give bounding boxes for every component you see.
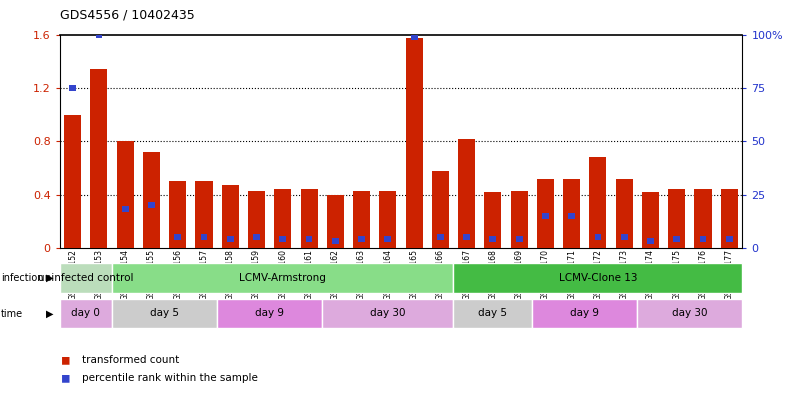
Bar [726, 236, 733, 242]
Bar [195, 181, 213, 248]
Text: ▶: ▶ [46, 273, 53, 283]
Bar [380, 191, 396, 248]
Text: day 9: day 9 [570, 309, 599, 318]
Bar [621, 234, 627, 240]
Bar [201, 234, 207, 240]
Bar [91, 68, 107, 248]
Bar [148, 202, 155, 208]
Text: percentile rank within the sample: percentile rank within the sample [82, 373, 258, 383]
Bar [569, 213, 575, 219]
Text: time: time [1, 309, 23, 319]
Bar [563, 178, 580, 248]
Bar [143, 152, 160, 248]
Text: uninfected control: uninfected control [38, 273, 133, 283]
Bar [60, 263, 112, 293]
Bar [322, 299, 453, 328]
Bar [175, 234, 181, 240]
Bar [227, 236, 233, 242]
Text: ▶: ▶ [46, 309, 53, 319]
Bar [642, 192, 659, 248]
Bar [95, 32, 102, 39]
Bar [615, 178, 633, 248]
Bar [542, 213, 549, 219]
Text: ■: ■ [62, 353, 69, 366]
Bar [410, 35, 418, 40]
Bar [595, 234, 601, 240]
Bar [511, 191, 528, 248]
Bar [489, 236, 496, 242]
Text: transformed count: transformed count [82, 354, 179, 365]
Text: GDS4556 / 10402435: GDS4556 / 10402435 [60, 9, 195, 22]
Bar [300, 189, 318, 248]
Bar [112, 299, 217, 328]
Bar [64, 115, 81, 248]
Bar [432, 171, 449, 248]
Bar [60, 299, 112, 328]
Text: day 30: day 30 [370, 309, 406, 318]
Bar [484, 192, 502, 248]
Bar [463, 234, 470, 240]
Bar [327, 195, 344, 248]
Bar [353, 191, 370, 248]
Text: LCMV-Clone 13: LCMV-Clone 13 [559, 273, 638, 283]
Text: LCMV-Armstrong: LCMV-Armstrong [239, 273, 326, 283]
Bar [253, 234, 260, 240]
Text: day 5: day 5 [479, 309, 507, 318]
Bar [121, 206, 129, 212]
Bar [274, 189, 291, 248]
Bar [117, 141, 133, 248]
Bar [279, 236, 286, 242]
Bar [112, 263, 453, 293]
Bar [384, 236, 391, 242]
Text: day 9: day 9 [255, 309, 284, 318]
Bar [458, 139, 475, 248]
Text: day 30: day 30 [672, 309, 707, 318]
Bar [437, 234, 444, 240]
Bar [69, 85, 76, 92]
Bar [695, 189, 711, 248]
Bar [453, 299, 532, 328]
Bar [589, 157, 607, 248]
Bar [217, 299, 322, 328]
Bar [169, 181, 187, 248]
Text: infection: infection [1, 273, 44, 283]
Bar [721, 189, 738, 248]
Bar [700, 236, 707, 242]
Bar [647, 238, 654, 244]
Text: day 0: day 0 [71, 309, 100, 318]
Text: ■: ■ [62, 371, 69, 385]
Bar [222, 185, 239, 248]
Bar [248, 191, 265, 248]
Bar [453, 263, 742, 293]
Bar [669, 189, 685, 248]
Bar [406, 38, 422, 248]
Bar [332, 238, 339, 244]
Bar [673, 236, 680, 242]
Bar [516, 236, 522, 242]
Bar [532, 299, 638, 328]
Bar [537, 178, 554, 248]
Bar [306, 236, 313, 242]
Text: day 5: day 5 [150, 309, 179, 318]
Bar [638, 299, 742, 328]
Bar [358, 236, 365, 242]
